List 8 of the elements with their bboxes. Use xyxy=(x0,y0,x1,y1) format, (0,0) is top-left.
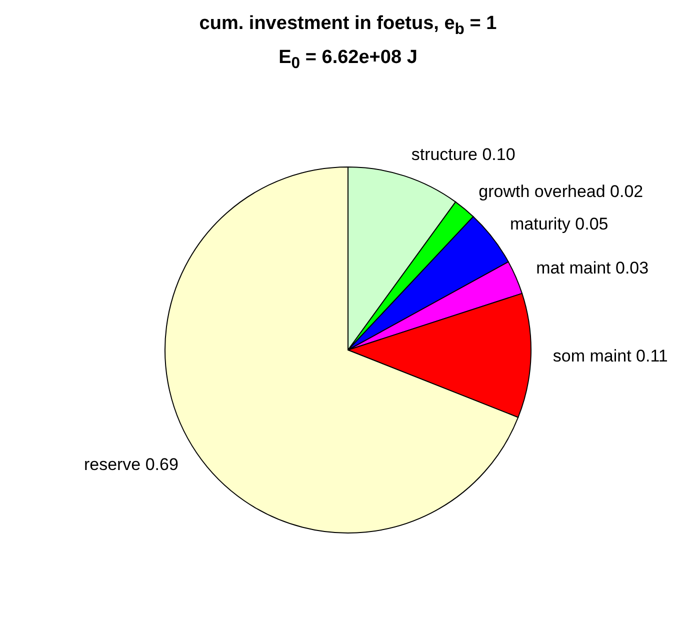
slice-label: reserve 0.69 xyxy=(84,455,178,474)
chart-subtitle: E$_{0}$ = 6.62e+08 J xyxy=(278,46,418,74)
slice-label: som maint 0.11 xyxy=(552,346,668,366)
slice-label: mat maint 0.03 xyxy=(536,258,649,278)
slice-label: maturity 0.05 xyxy=(510,214,608,234)
chart-title: cum. investment in foetus, e$_{b}$ = 1 xyxy=(198,12,498,40)
slice-label: growth overhead 0.02 xyxy=(478,182,644,202)
slice-label: structure 0.10 xyxy=(411,145,516,164)
